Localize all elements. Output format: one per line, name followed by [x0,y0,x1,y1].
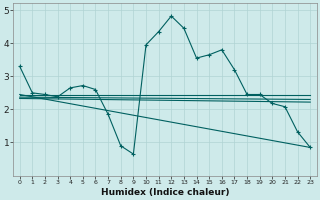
X-axis label: Humidex (Indice chaleur): Humidex (Indice chaleur) [101,188,229,197]
